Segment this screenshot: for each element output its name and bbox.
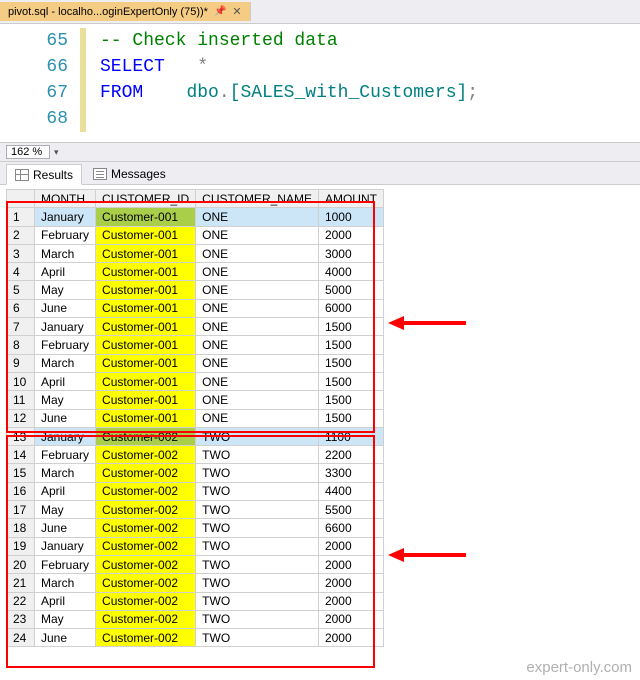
table-row[interactable]: 24JuneCustomer-002TWO2000 (7, 629, 384, 647)
zoom-bar: 162 % ▾ (0, 142, 640, 162)
table-row[interactable]: 20FebruaryCustomer-002TWO2000 (7, 555, 384, 573)
results-grid-wrap: MONTHCUSTOMER_IDCUSTOMER_NAMEAMOUNT1Janu… (0, 185, 640, 667)
table-row[interactable]: 19JanuaryCustomer-002TWO2000 (7, 537, 384, 555)
watermark: expert-only.com (526, 659, 632, 676)
tab-messages[interactable]: Messages (84, 164, 175, 184)
table-row[interactable]: 10AprilCustomer-001ONE1500 (7, 372, 384, 390)
table-row[interactable]: 23MayCustomer-002TWO2000 (7, 610, 384, 628)
tab-messages-label: Messages (111, 167, 166, 181)
grid-icon (15, 169, 29, 181)
table-row[interactable]: 2FebruaryCustomer-001ONE2000 (7, 226, 384, 244)
table-row[interactable]: 5MayCustomer-001ONE5000 (7, 281, 384, 299)
table-row[interactable]: 12JuneCustomer-001ONE1500 (7, 409, 384, 427)
tab-results[interactable]: Results (6, 164, 82, 185)
editor-tab-bar: pivot.sql - localho...oginExpertOnly (75… (0, 0, 640, 24)
table-row[interactable]: 8FebruaryCustomer-001ONE1500 (7, 336, 384, 354)
chevron-down-icon[interactable]: ▾ (54, 147, 59, 158)
table-row[interactable]: 15MarchCustomer-002TWO3300 (7, 464, 384, 482)
table-row[interactable]: 18JuneCustomer-002TWO6600 (7, 519, 384, 537)
table-row[interactable]: 16AprilCustomer-002TWO4400 (7, 482, 384, 500)
messages-icon (93, 168, 107, 180)
table-row[interactable]: 11MayCustomer-001ONE1500 (7, 391, 384, 409)
results-grid[interactable]: MONTHCUSTOMER_IDCUSTOMER_NAMEAMOUNT1Janu… (6, 189, 384, 647)
pin-icon[interactable]: 📌 (214, 6, 226, 17)
table-row[interactable]: 9MarchCustomer-001ONE1500 (7, 354, 384, 372)
close-icon[interactable]: ✕ (232, 5, 241, 18)
file-tab-title: pivot.sql - localho...oginExpertOnly (75… (8, 6, 208, 18)
result-tab-bar: Results Messages (0, 162, 640, 185)
sql-editor[interactable]: 65-- Check inserted data66SELECT *67FROM… (0, 24, 640, 142)
tab-results-label: Results (33, 168, 73, 182)
table-row[interactable]: 6JuneCustomer-001ONE6000 (7, 299, 384, 317)
file-tab[interactable]: pivot.sql - localho...oginExpertOnly (75… (0, 2, 251, 21)
table-row[interactable]: 4AprilCustomer-001ONE4000 (7, 263, 384, 281)
table-row[interactable]: 7JanuaryCustomer-001ONE1500 (7, 318, 384, 336)
table-row[interactable]: 3MarchCustomer-001ONE3000 (7, 244, 384, 262)
zoom-value[interactable]: 162 % (6, 145, 50, 159)
table-row[interactable]: 14FebruaryCustomer-002TWO2200 (7, 446, 384, 464)
table-row[interactable]: 13JanuaryCustomer-002TWO1100 (7, 427, 384, 445)
table-row[interactable]: 17MayCustomer-002TWO5500 (7, 501, 384, 519)
table-row[interactable]: 21MarchCustomer-002TWO2000 (7, 574, 384, 592)
table-row[interactable]: 22AprilCustomer-002TWO2000 (7, 592, 384, 610)
table-row[interactable]: 1JanuaryCustomer-001ONE1000 (7, 208, 384, 226)
